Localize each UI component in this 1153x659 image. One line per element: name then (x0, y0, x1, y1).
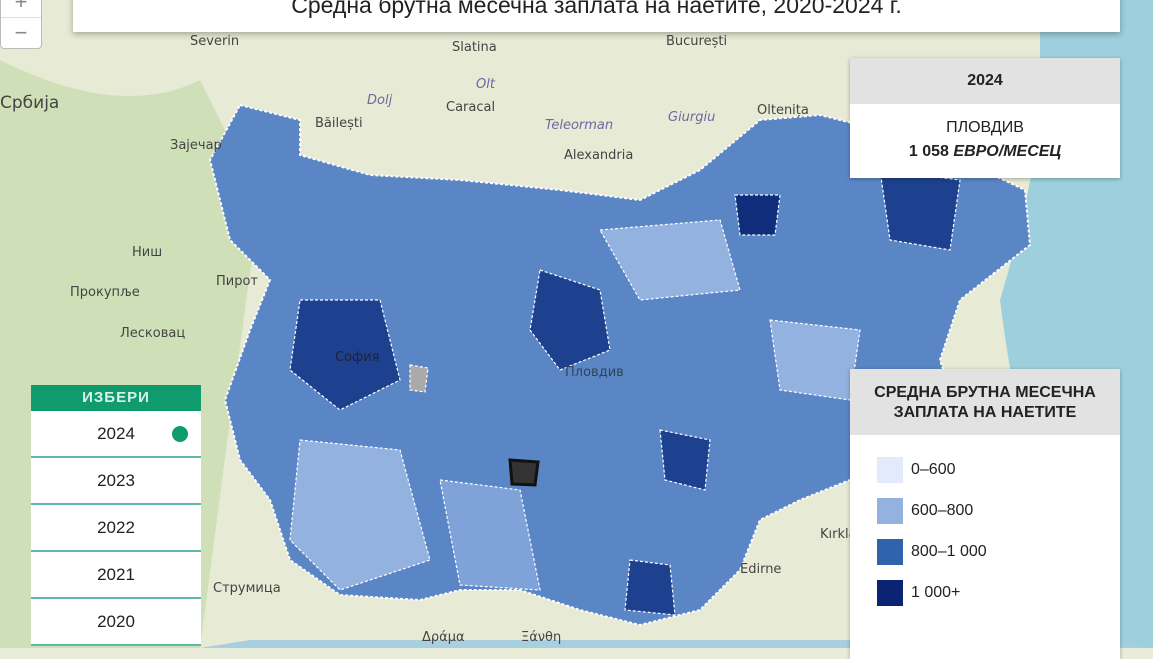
municipality-region[interactable] (624, 559, 676, 616)
municipality-regions[interactable] (289, 169, 961, 616)
map-label: Giurgiu (668, 110, 716, 125)
legend-label: 800–1 000 (911, 542, 987, 560)
municipality-region[interactable] (769, 319, 861, 401)
info-panel: 2024 ПЛОВДИВ 1 058 ЕВРО/МЕСЕЦ (850, 58, 1120, 178)
legend-item: 1 000+ (877, 572, 1120, 613)
map-label: Alexandria (564, 148, 634, 163)
year-option-2020[interactable]: 2020 (31, 599, 201, 646)
municipality-no-data[interactable] (409, 364, 429, 393)
map-label: Зајечар (170, 138, 222, 153)
map-label: Olt (476, 77, 495, 92)
municipality-region[interactable] (659, 429, 711, 491)
selected-indicator-icon (172, 426, 188, 442)
map-label: Ниш (132, 245, 163, 260)
year-label: 2023 (97, 471, 135, 490)
municipality-region[interactable] (289, 439, 431, 591)
legend-swatch (877, 579, 903, 606)
zoom-in-button[interactable]: + (14, 0, 28, 14)
page-title: Средна брутна месечна заплата на наетите… (291, 0, 902, 18)
legend-item: 800–1 000 (877, 531, 1120, 572)
municipality-sofia[interactable] (289, 299, 401, 411)
year-selector-header: ИЗБЕРИ (31, 385, 201, 411)
map-label: Лесковац (120, 326, 186, 341)
year-option-2023[interactable]: 2023 (31, 458, 201, 505)
map-label: Dolj (367, 93, 393, 108)
legend-item: 0–600 (877, 449, 1120, 490)
year-label: 2021 (97, 565, 135, 584)
municipality-plovdiv-selected[interactable] (508, 458, 540, 487)
year-label: 2022 (97, 518, 135, 537)
legend-title: СРЕДНА БРУТНА МЕСЕЧНА ЗАПЛАТА НА НАЕТИТЕ (850, 369, 1120, 435)
map-label: София (335, 350, 380, 365)
map-label: Oltenița (757, 103, 809, 118)
map-label: Пирот (216, 274, 259, 289)
legend: СРЕДНА БРУТНА МЕСЕЧНА ЗАПЛАТА НА НАЕТИТЕ… (850, 369, 1120, 659)
map-label: Србија (0, 93, 60, 113)
map-label: Caracal (446, 100, 496, 115)
year-label: 2020 (97, 612, 135, 631)
legend-swatch (877, 497, 903, 524)
map-label: Пловдив (565, 365, 624, 380)
year-selector: ИЗБЕРИ 2024 2023 2022 2021 2020 (31, 385, 201, 646)
map-label: Slatina (452, 40, 497, 55)
zoom-out-button[interactable]: − (1, 17, 41, 48)
zoom-control: + − (0, 0, 42, 49)
map-label: Прокупље (70, 285, 140, 300)
map-label: Δράμα (422, 630, 465, 645)
map-label: Струмица (213, 581, 281, 596)
map-label: Severin (190, 34, 240, 49)
municipality-region[interactable] (599, 219, 741, 301)
legend-label: 1 000+ (911, 583, 961, 601)
legend-swatch (877, 538, 903, 565)
municipality-region[interactable] (879, 169, 961, 251)
year-option-2021[interactable]: 2021 (31, 552, 201, 599)
bulgaria-choropleth[interactable] (208, 103, 1032, 627)
year-option-2024[interactable]: 2024 (31, 411, 201, 458)
municipality-region[interactable] (529, 269, 611, 371)
info-value: 1 058 (908, 143, 949, 160)
year-label: 2024 (97, 424, 135, 443)
map-label: Teleorman (545, 118, 614, 133)
year-option-2022[interactable]: 2022 (31, 505, 201, 552)
legend-label: 600–800 (911, 501, 974, 519)
map-label: București (666, 34, 728, 49)
title-bar: Средна брутна месечна заплата на наетите… (73, 0, 1120, 32)
municipality-region[interactable] (734, 194, 781, 236)
info-unit: ЕВРО/МЕСЕЦ (953, 143, 1062, 160)
map-label: Ξάνθη (521, 630, 562, 645)
info-region: ПЛОВДИВ (946, 119, 1024, 136)
legend-swatch (877, 456, 903, 483)
map-label: Edirne (740, 562, 782, 577)
legend-item: 600–800 (877, 490, 1120, 531)
legend-label: 0–600 (911, 460, 956, 478)
map-label: Băilești (315, 116, 363, 131)
info-year: 2024 (850, 58, 1120, 104)
municipality-region[interactable] (439, 479, 541, 591)
